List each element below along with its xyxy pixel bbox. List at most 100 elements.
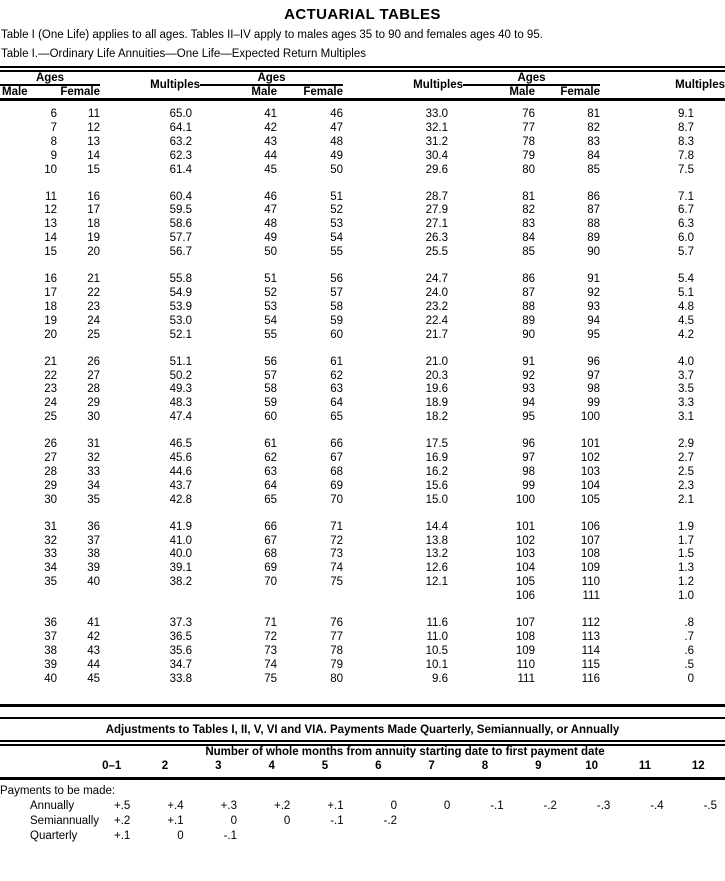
table1-cell: 51.1 (169, 355, 192, 368)
table1-cell: 77 (522, 121, 535, 134)
table1-cell: 63 (330, 383, 343, 396)
table1-cell: 39.1 (169, 562, 192, 575)
table1-cell: 36 (44, 617, 57, 630)
table1-cell: 77 (330, 631, 343, 643)
female-column-header-3: Female (535, 85, 600, 101)
table1-cell: 51 (264, 273, 277, 286)
table1-cell: 80 (522, 163, 535, 176)
table1-cell: 63 (264, 465, 277, 478)
adjustment-value-cell: 0 (283, 814, 291, 827)
month-col-header: 7 (404, 757, 459, 780)
table1-cell: 50 (330, 163, 343, 176)
adjustment-row-label: Quarterly (30, 829, 78, 842)
table1-cell: 1.3 (678, 562, 694, 575)
empty-header-cell (0, 757, 85, 780)
table1-cell: 22.4 (425, 314, 448, 327)
table1-cell: 35 (44, 576, 57, 589)
table1-cell: 60 (330, 328, 343, 341)
adjustment-value-cell: +.2 (114, 814, 131, 827)
table1-cell: 42.8 (169, 493, 192, 506)
adjustment-row: Quarterly +.1 0 -.1 (0, 829, 725, 844)
table1-cell: 39 (44, 658, 57, 671)
table1-cell: 38 (87, 548, 100, 561)
table1-cell: 37 (44, 631, 57, 643)
table1-row: 16 21 55.8 51 56 24.7 86 91 5.4 (0, 273, 725, 287)
table1-cell: 28.7 (425, 190, 448, 203)
table1-cell: 68 (330, 465, 343, 478)
table1-cell: 78 (330, 644, 343, 657)
table1-cell: 90 (587, 246, 600, 259)
table1-cell: 86 (522, 273, 535, 286)
table1-cell: 62 (264, 452, 277, 465)
table1-cell: 102 (515, 534, 535, 547)
table1-cell: 110 (581, 576, 600, 589)
table1-cell: 109 (515, 644, 535, 657)
table1-block-gap (0, 604, 725, 617)
adjustment-value-cell: +.4 (167, 799, 184, 812)
table1-cell: 20.3 (425, 369, 448, 382)
table1-row: 21 26 51.1 56 61 21.0 91 96 4.0 (0, 356, 725, 370)
table1-cell: 61.4 (169, 163, 192, 176)
table1-cell: 59 (264, 397, 277, 410)
page-title: ACTUARIAL TABLES (284, 6, 441, 23)
table1-cell: 53 (330, 218, 343, 231)
table1-row: 38 43 35.6 73 78 10.5 109 114 .6 (0, 645, 725, 659)
table1-row: 22 27 50.2 57 62 20.3 92 97 3.7 (0, 370, 725, 384)
table1-cell: 33.0 (425, 108, 448, 120)
table1-cell: 99 (522, 479, 535, 492)
table1-cell: 59.5 (169, 204, 192, 217)
table1-cell: 13.8 (425, 534, 448, 547)
table1-cell: 34.7 (169, 658, 192, 671)
adjustment-value-cell: -.2 (383, 814, 397, 827)
adjustment-value-cell: 0 (390, 799, 397, 812)
table1-row: 19 24 53.0 54 59 22.4 89 94 4.5 (0, 315, 725, 329)
adjustment-value-cell: -.3 (596, 799, 611, 812)
table1-cell: 21.0 (425, 355, 448, 368)
table1-cell: .8 (684, 617, 694, 630)
table1-row: 37 42 36.5 72 77 11.0 108 113 .7 (0, 631, 725, 645)
table1-cell: 67 (264, 534, 277, 547)
table1-row: 25 30 47.4 60 65 18.2 95 100 3.1 (0, 411, 725, 425)
multiples-column-header-1: Multiples (100, 71, 200, 101)
adjustment-value-cell (565, 814, 618, 829)
table1-cell: 86 (587, 190, 600, 203)
table1-cell: 75 (264, 672, 277, 685)
table1-cell: 46 (264, 190, 277, 203)
table1-cell: 25 (44, 411, 57, 424)
table1-cell: 31 (87, 438, 100, 451)
table1-row: 11 16 60.4 46 51 28.7 81 86 7.1 (0, 191, 725, 205)
table1-cell: 91 (522, 355, 535, 368)
adjustment-value-cell: 0 (177, 829, 184, 842)
table1-block-gap (0, 260, 725, 273)
table1-cell: 14.4 (425, 520, 448, 533)
table1-cell: .5 (684, 658, 694, 671)
table1-cell: 44 (87, 658, 100, 671)
adjustment-value-cell (458, 829, 511, 844)
table1-cell: 68 (264, 548, 277, 561)
table1-cell: 23 (87, 300, 100, 313)
table1-row: 8 13 63.2 43 48 31.2 78 83 8.3 (0, 136, 725, 150)
table1-cell: 104 (580, 479, 600, 492)
table1-cell: 15 (44, 246, 57, 259)
table1-cell: 81 (587, 108, 600, 120)
table1-group-header-row: Ages Multiples Ages Multiples Ages Multi… (0, 71, 725, 101)
table1-cell: 1.9 (678, 520, 694, 533)
table1-cell: 65 (330, 411, 343, 424)
table1-cell: 101 (515, 520, 535, 533)
month-col-header: 12 (671, 757, 725, 780)
table1-block-gap (0, 343, 725, 356)
intro-text: Table I (One Life) applies to all ages. … (1, 29, 543, 41)
table1-cell: 40.0 (169, 548, 192, 561)
table1-cell: 49.3 (169, 383, 192, 396)
section-divider-gap (0, 707, 725, 717)
table1-cell: 6.0 (678, 232, 694, 245)
table1-cell: 10.1 (425, 658, 448, 671)
table1-cell: 61 (264, 438, 277, 451)
table1-cell: 47.4 (169, 411, 192, 424)
table1-row: 31 36 41.9 66 71 14.4 101 106 1.9 (0, 521, 725, 535)
table1-cell: 31 (44, 520, 57, 533)
table1-cell: 24.0 (425, 286, 448, 299)
table1-cell: 14 (87, 149, 100, 162)
table1-cell: 70 (264, 576, 277, 589)
table1-cell: 11.6 (426, 617, 448, 630)
